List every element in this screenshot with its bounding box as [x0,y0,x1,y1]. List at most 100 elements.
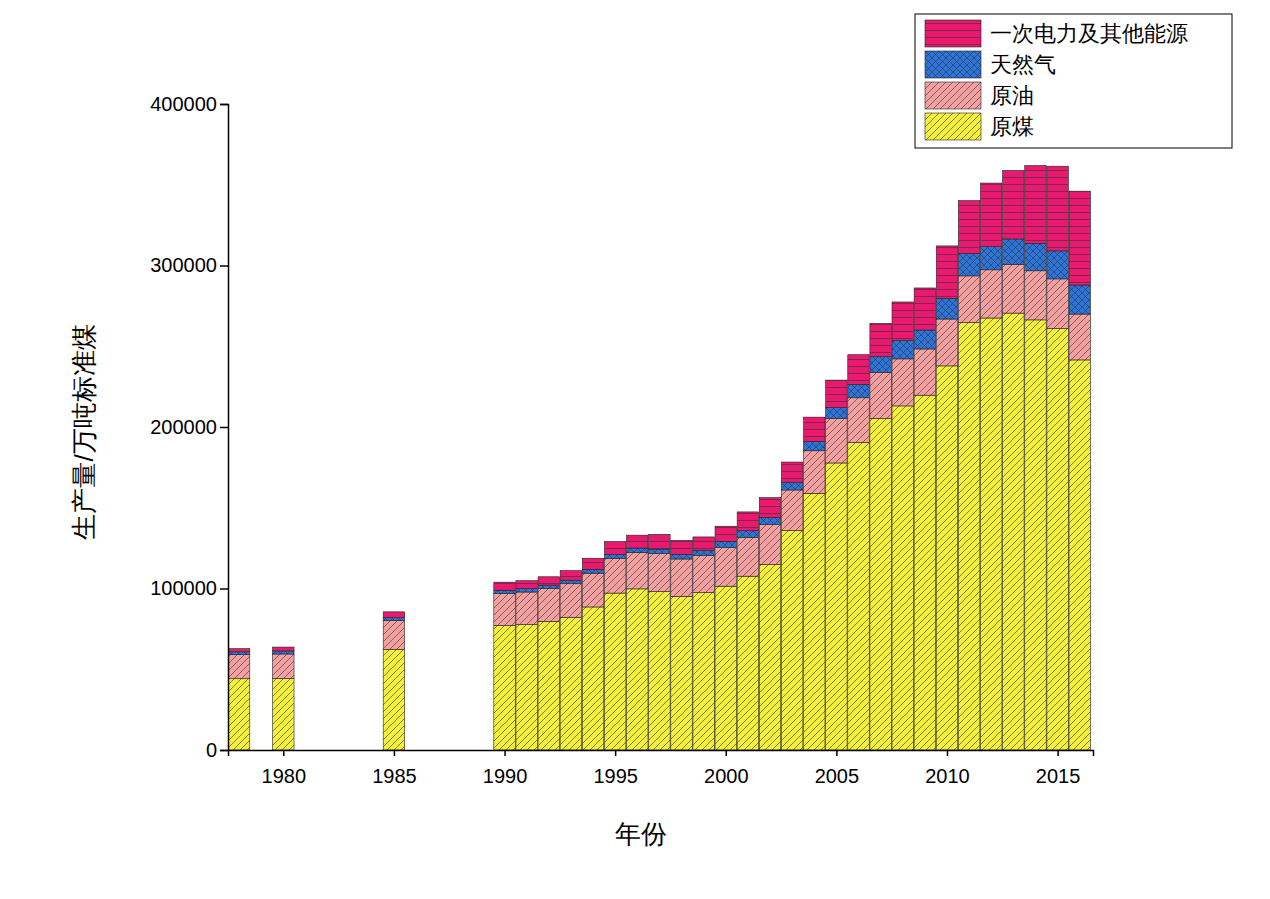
bar-segment [759,525,780,565]
bar-segment [560,617,581,750]
x-axis: 19801985199019952000200520102015 [229,750,1094,787]
plot: 1980198519901995200020052010201501000002… [150,93,1093,787]
bar-segment [273,678,294,750]
bar-segment [538,577,559,585]
bar-segment [958,276,979,323]
bar-segment [582,558,603,569]
legend-swatch [925,113,981,140]
bar-segment [914,395,935,750]
legend-entry: 原油 [925,82,1034,109]
tick-mark [836,750,838,756]
bar-segment [604,558,625,593]
axis-line [229,751,1094,757]
series-bars [228,239,1090,655]
bar-segment [671,596,692,750]
bar-segment [936,246,957,298]
bar-segment [737,576,758,750]
bar-segment [715,542,736,548]
tick-mark [504,750,506,756]
bar-segment [781,462,802,482]
bar-segment [693,537,714,550]
bar-segment [804,451,825,494]
tick-mark [220,104,228,106]
bar-segment [826,463,847,750]
bar-segment [1047,251,1068,279]
bar-segment [1069,360,1090,750]
bar-segment [826,419,847,463]
tick: 2000 [704,750,749,787]
legend-entry: 原煤 [925,113,1034,140]
bar-segment [781,482,802,490]
bar-segment [1047,329,1068,750]
bar-segment [560,571,581,581]
legend: 一次电力及其他能源天然气原油原煤 [915,14,1232,148]
bar-segment [914,349,935,395]
tick-label: 1990 [483,765,528,787]
bar-segment [892,359,913,406]
bar-segment [737,531,758,538]
bar-segment [228,679,249,750]
bar-segment [958,323,979,750]
bar-segment [1003,239,1024,264]
legend-swatch [925,51,981,78]
bar-segment [759,517,780,524]
bar-segment [981,247,1002,270]
bar-segment [516,589,537,592]
bar-segment [538,589,559,622]
bar-segment [649,534,670,549]
tick: 200000 [150,416,228,438]
bar-segment [649,549,670,554]
bar-segment [228,649,249,652]
bar-segment [671,540,692,554]
bar-segment [1003,313,1024,750]
tick-label: 2005 [815,765,860,787]
bar-segment [627,589,648,750]
tick: 2010 [925,750,970,787]
legend-swatch [925,82,981,109]
bar-segment [494,594,515,626]
x-axis-title: 年份 [615,819,667,849]
bar-segment [870,372,891,418]
tick-mark [1057,750,1059,756]
bar-segment [848,398,869,443]
bar-segment [936,319,957,366]
bar-segment [560,580,581,584]
bar-segment [804,417,825,441]
bar-segment [1025,243,1046,270]
tick-mark [726,750,728,756]
bar-segment [516,581,537,589]
bar-segment [870,357,891,373]
y-axis-title: 生产量/万吨标准煤 [69,324,99,539]
bar-segment [1025,320,1046,750]
bar-segment [759,564,780,750]
bar-segment [693,556,714,593]
bar-segment [936,366,957,750]
series-bars [228,313,1090,750]
bar-segment [1003,264,1024,313]
bar-segment [826,407,847,418]
bar-segment [737,537,758,576]
bar-segment [848,384,869,397]
bar-segment [892,340,913,358]
bar-segment [693,593,714,750]
bar-segment [892,302,913,341]
tick-mark [220,265,228,267]
bar-segment [494,582,515,590]
legend-label: 天然气 [990,52,1056,77]
bar-segment [936,298,957,319]
bar-segment [715,548,736,586]
bar-segment [1069,314,1090,360]
bar-segment [958,201,979,254]
bar-segment [582,570,603,574]
bar-segment [781,490,802,531]
series-bars [228,264,1090,678]
y-axis: 0100000200000300000400000 [150,93,228,761]
bar-segment [804,493,825,750]
series-bars [228,166,1090,652]
bar-segment [914,288,935,330]
bar-segment [671,554,692,559]
tick-mark [220,588,228,590]
bar-segment [494,625,515,750]
bar-segment [494,590,515,593]
tick-label: 200000 [150,416,217,438]
